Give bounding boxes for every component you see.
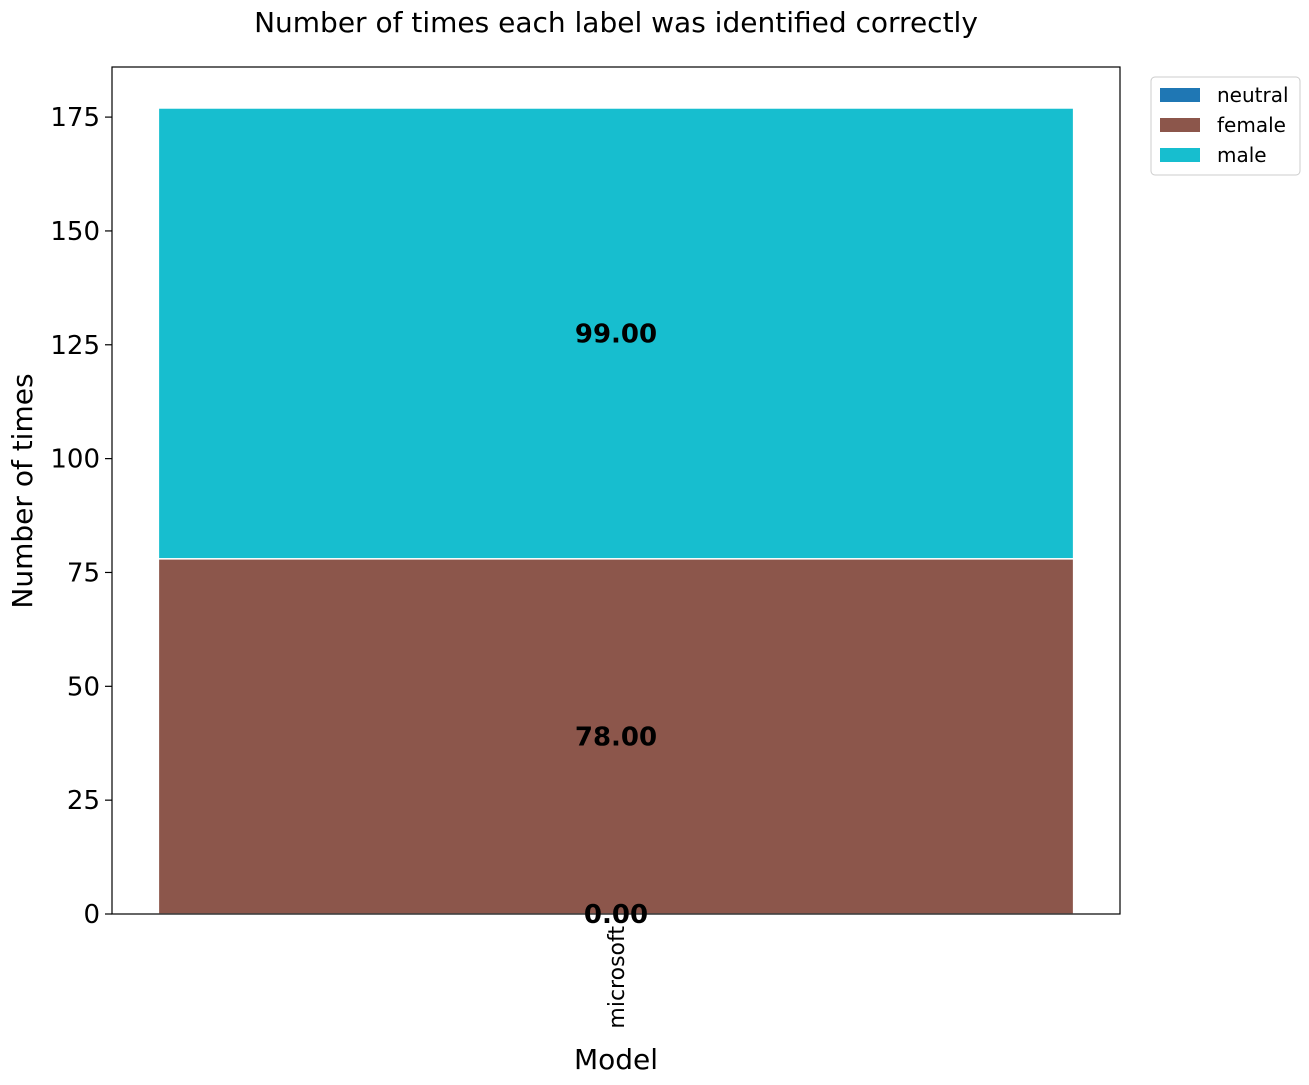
- data-label-female: 78.00: [575, 722, 657, 752]
- legend: neutral female male: [1150, 76, 1301, 176]
- legend-swatch-neutral: [1160, 88, 1200, 102]
- y-tick-label: 75: [67, 558, 100, 588]
- legend-swatch-male: [1160, 148, 1200, 162]
- y-tick-label: 50: [67, 672, 100, 702]
- data-label-male: 99.00: [575, 319, 657, 349]
- y-axis: 0 25 50 75 100 125 150 175: [50, 103, 112, 930]
- legend-label-neutral: neutral: [1217, 83, 1289, 107]
- x-axis-label: Model: [574, 1043, 658, 1076]
- x-axis: microsoft: [605, 914, 630, 1029]
- chart-title: Number of times each label was identifie…: [254, 6, 978, 39]
- x-tick-label: microsoft: [605, 926, 630, 1029]
- legend-label-male: male: [1217, 143, 1267, 167]
- y-tick-label: 150: [50, 217, 100, 247]
- y-tick-label: 100: [50, 445, 100, 475]
- legend-label-female: female: [1217, 113, 1286, 137]
- legend-swatch-female: [1160, 118, 1200, 132]
- y-tick-label: 175: [50, 103, 100, 133]
- y-tick-label: 25: [67, 786, 100, 816]
- bar-male: [157, 107, 1075, 560]
- bars: [157, 107, 1075, 915]
- bar-female: [157, 558, 1075, 915]
- y-tick-label: 0: [83, 900, 100, 930]
- y-tick-label: 125: [50, 331, 100, 361]
- y-axis-label: Number of times: [6, 373, 39, 608]
